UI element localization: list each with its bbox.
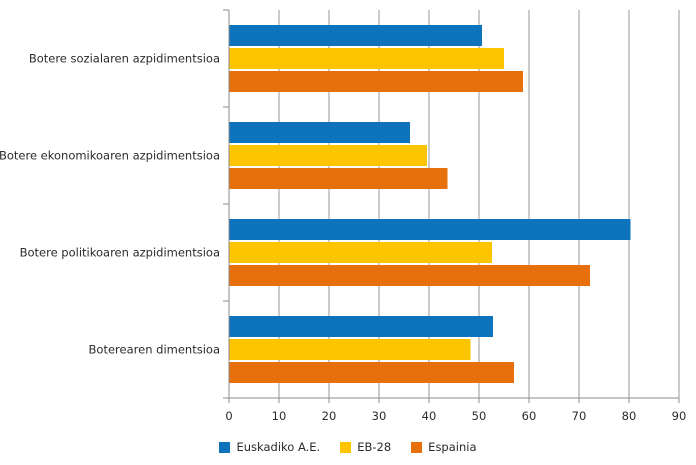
legend-swatch-eb28 bbox=[340, 441, 352, 453]
x-tick-label: 50 bbox=[472, 409, 487, 423]
legend-label-espainia: Espainia bbox=[428, 440, 477, 454]
x-tick-label: 20 bbox=[322, 409, 337, 423]
legend-swatch-espainia bbox=[411, 441, 423, 453]
x-tick-label: 70 bbox=[572, 409, 587, 423]
x-tick-label: 60 bbox=[522, 409, 537, 423]
chart-legend: Euskadiko A.E. EB-28 Espainia bbox=[0, 436, 696, 458]
x-tick-label: 30 bbox=[372, 409, 387, 423]
legend-label-euskadiko: Euskadiko A.E. bbox=[236, 440, 321, 454]
legend-item-espainia: Espainia bbox=[411, 440, 477, 454]
bar bbox=[229, 242, 492, 263]
x-tick-label: 10 bbox=[272, 409, 287, 423]
x-tick-label: 40 bbox=[422, 409, 437, 423]
bar bbox=[229, 362, 514, 383]
bar bbox=[229, 145, 427, 166]
legend-item-eb28: EB-28 bbox=[340, 440, 391, 454]
bar bbox=[229, 339, 471, 360]
bar bbox=[229, 168, 448, 189]
bar bbox=[229, 219, 631, 240]
x-tick-label: 90 bbox=[672, 409, 687, 423]
bar bbox=[229, 122, 410, 143]
bar bbox=[229, 265, 590, 286]
category-label: Boterearen dimentsioa bbox=[89, 343, 220, 357]
x-tick-label: 80 bbox=[622, 409, 637, 423]
legend-swatch-euskadiko bbox=[219, 441, 231, 453]
bar-chart-svg: 0 10 20 30 40 50 60 70 80 90 Botere sozialaren azp… bbox=[0, 9, 687, 423]
category-label: Botere sozialaren azpidimentsioa bbox=[29, 52, 220, 66]
bar bbox=[229, 316, 493, 337]
bar bbox=[229, 71, 523, 92]
legend-item-euskadiko: Euskadiko A.E. bbox=[219, 440, 320, 454]
x-tick-label: 0 bbox=[225, 409, 232, 423]
category-label: Botere ekonomikoaren azpidimentsioa bbox=[0, 149, 220, 163]
bar bbox=[229, 48, 504, 69]
legend-label-eb28: EB-28 bbox=[357, 440, 392, 454]
category-label: Botere politikoaren azpidimentsioa bbox=[20, 246, 220, 260]
bar bbox=[229, 25, 482, 46]
